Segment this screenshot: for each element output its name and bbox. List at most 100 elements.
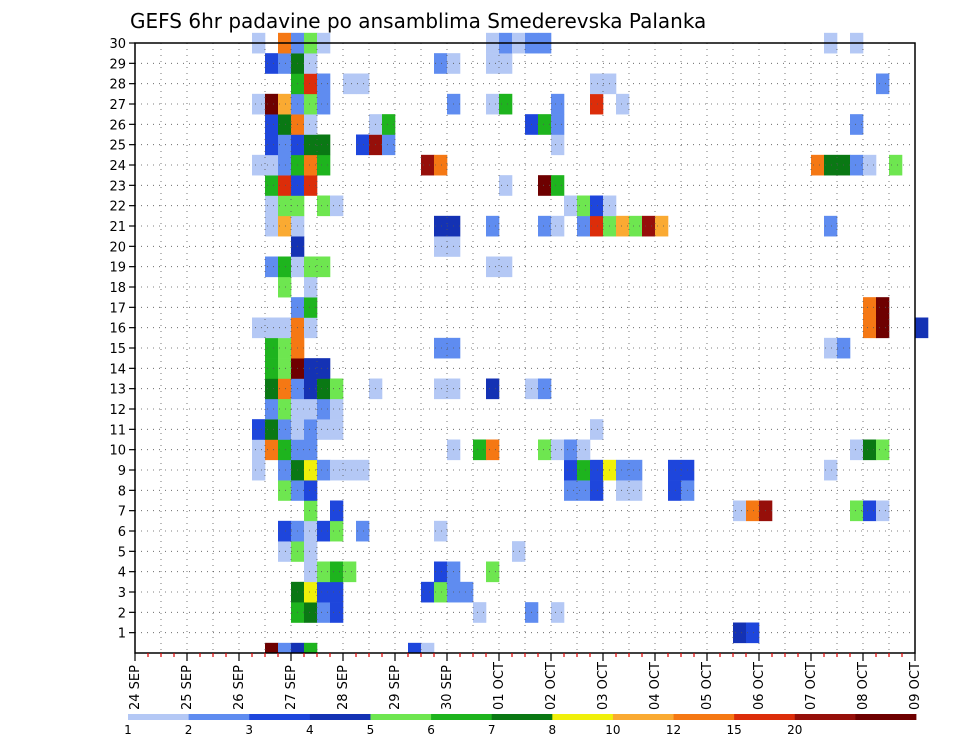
- heatmap-cell: [304, 256, 318, 278]
- heatmap-cell: [473, 602, 487, 623]
- heatmap-cell: [551, 439, 565, 461]
- heatmap-cell: [434, 520, 448, 542]
- heatmap-cell: [863, 439, 877, 461]
- x-tick-label: 24 SEP: [128, 665, 143, 710]
- heatmap-cell: [590, 195, 604, 217]
- y-tick-label: 17: [109, 301, 126, 316]
- legend-label: 15: [727, 723, 742, 737]
- heatmap-cell: [629, 480, 643, 501]
- heatmap-cell: [304, 114, 318, 135]
- heatmap-cell: [460, 581, 474, 603]
- heatmap-cell: [434, 337, 448, 359]
- heatmap-cell: [577, 439, 591, 461]
- heatmap-cell: [876, 73, 890, 95]
- heatmap-cell: [434, 53, 448, 74]
- y-tick-label: 11: [109, 423, 126, 438]
- heatmap-cell: [304, 73, 318, 95]
- heatmap-cell: [811, 154, 825, 176]
- heatmap-cell: [486, 256, 500, 278]
- heatmap-cell: [850, 500, 864, 522]
- x-tick-label: 25 SEP: [180, 665, 195, 710]
- heatmap-cell: [421, 642, 435, 654]
- y-tick-label: 8: [118, 484, 126, 499]
- heatmap-cell: [538, 215, 552, 237]
- y-tick-label: 14: [109, 362, 126, 377]
- heatmap-cell: [564, 195, 578, 217]
- heatmap-cell: [278, 276, 292, 298]
- y-tick-label: 16: [109, 322, 126, 337]
- heatmap-cell: [330, 419, 344, 440]
- heatmap-cell: [265, 419, 279, 440]
- heatmap-cell: [304, 378, 318, 400]
- heatmap-cell: [577, 195, 591, 217]
- heatmap-cell: [265, 358, 279, 379]
- heatmap-cell: [876, 500, 890, 522]
- x-tick-label: 28 SEP: [336, 665, 351, 710]
- heatmap-cell: [304, 439, 318, 461]
- heatmap-cell: [577, 459, 591, 481]
- heatmap-cell: [733, 622, 747, 644]
- heatmap-cell: [421, 154, 435, 176]
- x-tick-label: 26 SEP: [232, 665, 247, 710]
- heatmap-cell: [330, 500, 344, 522]
- heatmap-cell: [265, 378, 279, 400]
- y-tick-label: 22: [109, 200, 126, 215]
- heatmap-cell: [590, 215, 604, 237]
- heatmap-cell: [668, 459, 682, 481]
- heatmap-cell: [499, 175, 513, 196]
- y-tick-label: 10: [109, 444, 126, 459]
- heatmap-cell: [278, 175, 292, 196]
- heatmap-cell: [486, 561, 500, 583]
- heatmap-cell: [356, 73, 370, 95]
- heatmap-cell: [382, 114, 396, 135]
- heatmap-cell: [265, 642, 279, 654]
- heatmap-cell: [317, 459, 331, 481]
- heatmap-cell: [278, 215, 292, 237]
- y-tick-label: 18: [109, 281, 126, 296]
- heatmap-cell: [278, 419, 292, 440]
- heatmap-cell: [486, 378, 500, 400]
- y-tick-label: 24: [109, 159, 126, 174]
- heatmap-cell: [265, 195, 279, 217]
- legend-swatch: [673, 714, 735, 720]
- heatmap-cell: [330, 195, 344, 217]
- legend-swatch: [734, 714, 796, 720]
- x-tick-label: 04 OCT: [648, 662, 663, 710]
- legend-swatch: [855, 714, 917, 720]
- heatmap-cell: [408, 642, 422, 654]
- heatmap-cell: [278, 93, 292, 115]
- heatmap-cell: [590, 459, 604, 481]
- heatmap-cell: [642, 215, 656, 237]
- heatmap-cell: [317, 602, 331, 623]
- heatmap-cell: [317, 195, 331, 217]
- heatmap-cell: [265, 337, 279, 359]
- y-tick-label: 5: [118, 545, 126, 560]
- heatmap-cell: [278, 317, 292, 339]
- legend-label: 12: [666, 723, 681, 737]
- color-legend: 1 2 3 4 5 6 7 8 10 12 15 20: [124, 714, 917, 737]
- heatmap-cell: [824, 154, 838, 176]
- heatmap-cell: [564, 459, 578, 481]
- x-tick-label: 01 OCT: [492, 662, 507, 710]
- y-tick-label: 26: [109, 118, 126, 133]
- y-tick-label: 15: [109, 342, 126, 357]
- heatmap-cell: [863, 154, 877, 176]
- heatmap-cell: [746, 500, 760, 522]
- heatmap-cell: [265, 175, 279, 196]
- heatmap-cell: [304, 419, 318, 440]
- heatmap-cell: [876, 439, 890, 461]
- heatmap-cell: [330, 520, 344, 542]
- y-tick-label: 27: [109, 98, 126, 113]
- heatmap-cell: [538, 114, 552, 135]
- heatmap-cell: [304, 317, 318, 339]
- legend-swatch: [309, 714, 371, 720]
- x-tick-label: 08 OCT: [856, 662, 871, 710]
- x-tick-label: 30 SEP: [440, 665, 455, 710]
- heatmap-cell: [824, 459, 838, 481]
- heatmap-cell: [317, 256, 331, 278]
- heatmap-cell: [499, 256, 513, 278]
- heatmap-cell: [304, 175, 318, 196]
- heatmap-cell: [343, 73, 357, 95]
- legend-swatch: [431, 714, 493, 720]
- heatmap-cell: [356, 134, 370, 156]
